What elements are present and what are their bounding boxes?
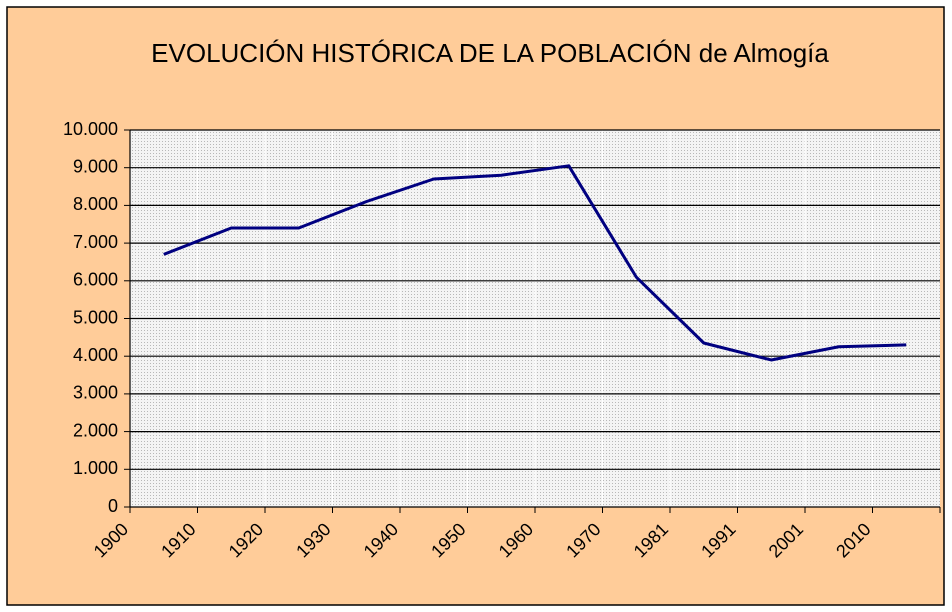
data-line	[163, 164, 907, 362]
y-tick-label: 4.000	[73, 345, 118, 365]
chart-title: EVOLUCIÓN HISTÓRICA DE LA POBLACIÓN de A…	[151, 38, 829, 68]
y-tick-label: 7.000	[73, 232, 118, 252]
y-tick-label: 2.000	[73, 420, 118, 440]
y-tick-label: 10.000	[63, 119, 118, 139]
y-tick-label: 1.000	[73, 458, 118, 478]
y-tick-label: 0	[108, 496, 118, 516]
y-tick-label: 6.000	[73, 270, 118, 290]
y-tick-label: 3.000	[73, 383, 118, 403]
y-tick-label: 5.000	[73, 307, 118, 327]
y-tick-label: 8.000	[73, 194, 118, 214]
y-tick-label: 9.000	[73, 156, 118, 176]
